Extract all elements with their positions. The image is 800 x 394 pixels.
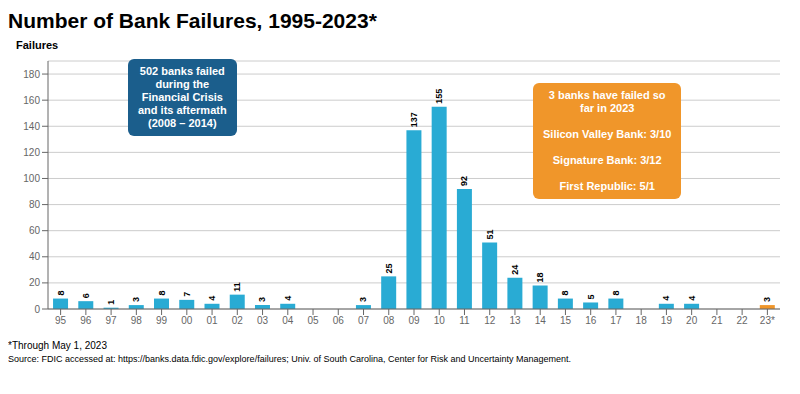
svg-text:11: 11 bbox=[459, 315, 470, 326]
svg-text:23*: 23* bbox=[760, 315, 775, 326]
svg-text:22: 22 bbox=[737, 315, 749, 326]
svg-text:09: 09 bbox=[408, 315, 420, 326]
svg-text:40: 40 bbox=[29, 251, 41, 262]
svg-text:1: 1 bbox=[106, 300, 116, 305]
svg-text:98: 98 bbox=[131, 315, 143, 326]
svg-text:8: 8 bbox=[157, 291, 167, 296]
svg-text:08: 08 bbox=[383, 315, 395, 326]
svg-text:6: 6 bbox=[81, 293, 91, 298]
svg-text:99: 99 bbox=[156, 315, 168, 326]
svg-text:4: 4 bbox=[207, 296, 217, 301]
svg-text:60: 60 bbox=[29, 225, 41, 236]
html-text:Source: FDIC accessed at: http: Source: FDIC accessed at: https://banks.… bbox=[8, 354, 572, 364]
svg-text:12: 12 bbox=[484, 315, 496, 326]
html-text:Failures: Failures bbox=[16, 39, 59, 51]
html-text:Number of Bank Failures, 1995-: Number of Bank Failures, 1995-2023* bbox=[8, 9, 377, 32]
svg-text:80: 80 bbox=[29, 199, 41, 210]
svg-text:155: 155 bbox=[434, 89, 444, 104]
svg-text:7: 7 bbox=[182, 292, 192, 297]
svg-text:06: 06 bbox=[333, 315, 345, 326]
svg-text:24: 24 bbox=[510, 265, 520, 275]
html-text:502 banks failed during the Fi: 502 banks failed during the Financial Cr… bbox=[138, 65, 227, 129]
svg-text:120: 120 bbox=[23, 147, 40, 158]
svg-text:15: 15 bbox=[560, 315, 572, 326]
svg-text:5: 5 bbox=[586, 294, 596, 299]
svg-text:14: 14 bbox=[535, 315, 547, 326]
svg-text:4: 4 bbox=[687, 296, 697, 301]
svg-text:137: 137 bbox=[409, 112, 419, 127]
svg-text:3: 3 bbox=[358, 297, 368, 302]
svg-text:03: 03 bbox=[257, 315, 269, 326]
svg-text:8: 8 bbox=[611, 291, 621, 296]
svg-text:4: 4 bbox=[661, 296, 671, 301]
svg-text:0: 0 bbox=[34, 304, 40, 315]
svg-text:00: 00 bbox=[181, 315, 193, 326]
svg-text:18: 18 bbox=[535, 272, 545, 282]
svg-text:10: 10 bbox=[434, 315, 446, 326]
html-text:*Through May 1, 2023: *Through May 1, 2023 bbox=[8, 340, 107, 351]
svg-text:4: 4 bbox=[283, 296, 293, 301]
svg-text:18: 18 bbox=[636, 315, 648, 326]
svg-text:02: 02 bbox=[232, 315, 244, 326]
svg-text:100: 100 bbox=[23, 173, 40, 184]
svg-text:51: 51 bbox=[485, 229, 495, 239]
svg-text:16: 16 bbox=[585, 315, 597, 326]
svg-text:05: 05 bbox=[307, 315, 319, 326]
svg-text:21: 21 bbox=[711, 315, 723, 326]
svg-text:01: 01 bbox=[207, 315, 219, 326]
svg-text:3: 3 bbox=[762, 297, 772, 302]
svg-text:20: 20 bbox=[686, 315, 698, 326]
svg-text:25: 25 bbox=[384, 263, 394, 273]
svg-text:17: 17 bbox=[610, 315, 622, 326]
svg-text:96: 96 bbox=[80, 315, 92, 326]
svg-text:97: 97 bbox=[106, 315, 118, 326]
svg-text:11: 11 bbox=[232, 282, 242, 292]
svg-text:8: 8 bbox=[56, 291, 66, 296]
svg-text:07: 07 bbox=[358, 315, 370, 326]
svg-text:8: 8 bbox=[560, 291, 570, 296]
svg-text:180: 180 bbox=[23, 69, 40, 80]
svg-text:160: 160 bbox=[23, 95, 40, 106]
svg-text:140: 140 bbox=[23, 121, 40, 132]
svg-text:20: 20 bbox=[29, 277, 41, 288]
svg-text:95: 95 bbox=[55, 315, 67, 326]
svg-text:3: 3 bbox=[257, 297, 267, 302]
html-text:3 banks have failed so far in: 3 banks have failed so far in 2023 Silic… bbox=[543, 89, 672, 192]
svg-text:04: 04 bbox=[282, 315, 294, 326]
svg-text:13: 13 bbox=[509, 315, 521, 326]
svg-text:19: 19 bbox=[661, 315, 673, 326]
svg-text:3: 3 bbox=[131, 297, 141, 302]
svg-text:92: 92 bbox=[459, 176, 469, 186]
